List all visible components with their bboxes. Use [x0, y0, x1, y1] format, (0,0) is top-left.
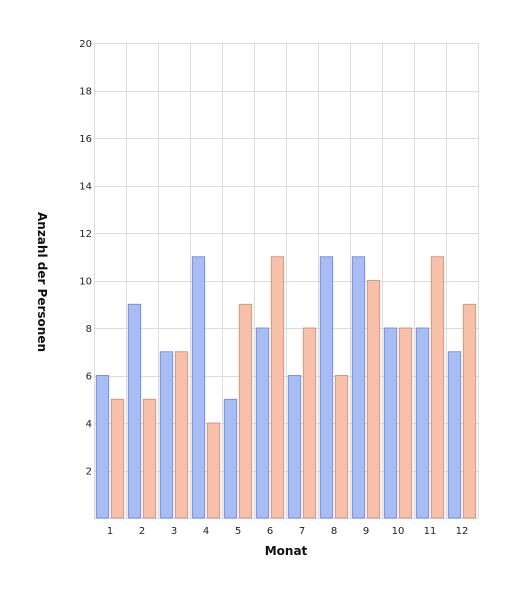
x-tick-label: 3 — [171, 526, 177, 537]
bar-series-2-month-10 — [398, 327, 413, 519]
x-tick-labels: 1 2 3 4 5 6 7 8 9 10 11 12 — [107, 526, 469, 537]
x-tick-label: 4 — [203, 526, 209, 537]
y-tick-label: 6 — [86, 372, 92, 383]
y-tick-label: 12 — [79, 229, 92, 240]
bar-series-1-month-10 — [383, 327, 398, 519]
bar-series-2-month-6 — [270, 256, 285, 519]
x-tick-label: 1 — [107, 526, 113, 537]
x-axis-title: Monat — [265, 544, 308, 558]
bar-series-1-month-3 — [159, 351, 174, 519]
bar-series-1-month-12 — [447, 351, 462, 519]
bars — [95, 256, 477, 519]
x-tick-label: 12 — [456, 526, 469, 537]
y-axis-title: Anzahl der Personen — [35, 212, 49, 352]
y-tick-label: 20 — [79, 39, 92, 50]
x-tick-label: 7 — [299, 526, 305, 537]
y-tick-label: 8 — [86, 324, 92, 335]
y-tick-label: 14 — [79, 182, 92, 193]
bar-series-1-month-4 — [191, 256, 206, 519]
y-tick-label: 16 — [79, 134, 92, 145]
x-tick-label: 5 — [235, 526, 241, 537]
x-tick-label: 2 — [139, 526, 145, 537]
x-tick-label: 8 — [331, 526, 337, 537]
bar-series-2-month-4 — [206, 422, 221, 519]
x-tick-label: 10 — [392, 526, 405, 537]
bar-series-1-month-5 — [223, 398, 238, 519]
y-tick-labels: 2 4 6 8 10 12 14 16 18 20 — [79, 39, 92, 478]
bar-series-2-month-1 — [110, 398, 125, 519]
bar-series-2-month-5 — [238, 303, 253, 519]
bar-series-2-month-8 — [334, 375, 349, 519]
y-tick-label: 18 — [79, 87, 92, 98]
y-tick-label: 4 — [86, 419, 92, 430]
x-tick-label: 6 — [267, 526, 273, 537]
bar-series-2-month-11 — [430, 256, 445, 519]
bar-series-1-month-8 — [319, 256, 334, 519]
y-tick-label: 2 — [86, 467, 92, 478]
bar-series-1-month-9 — [351, 256, 366, 519]
bar-series-2-month-3 — [174, 351, 189, 519]
bar-series-1-month-1 — [95, 375, 110, 519]
gridlines — [94, 43, 479, 519]
x-tick-label: 11 — [424, 526, 437, 537]
bar-series-1-month-6 — [255, 327, 270, 519]
x-tick-label: 9 — [363, 526, 369, 537]
bar-series-1-month-7 — [287, 375, 302, 519]
bar-series-2-month-2 — [142, 398, 157, 519]
bar-series-2-month-9 — [366, 280, 381, 519]
bar-series-1-month-2 — [127, 303, 142, 519]
bar-series-2-month-12 — [462, 303, 477, 519]
y-tick-label: 10 — [79, 277, 92, 288]
bar-series-2-month-7 — [302, 327, 317, 519]
bar-series-1-month-11 — [415, 327, 430, 519]
